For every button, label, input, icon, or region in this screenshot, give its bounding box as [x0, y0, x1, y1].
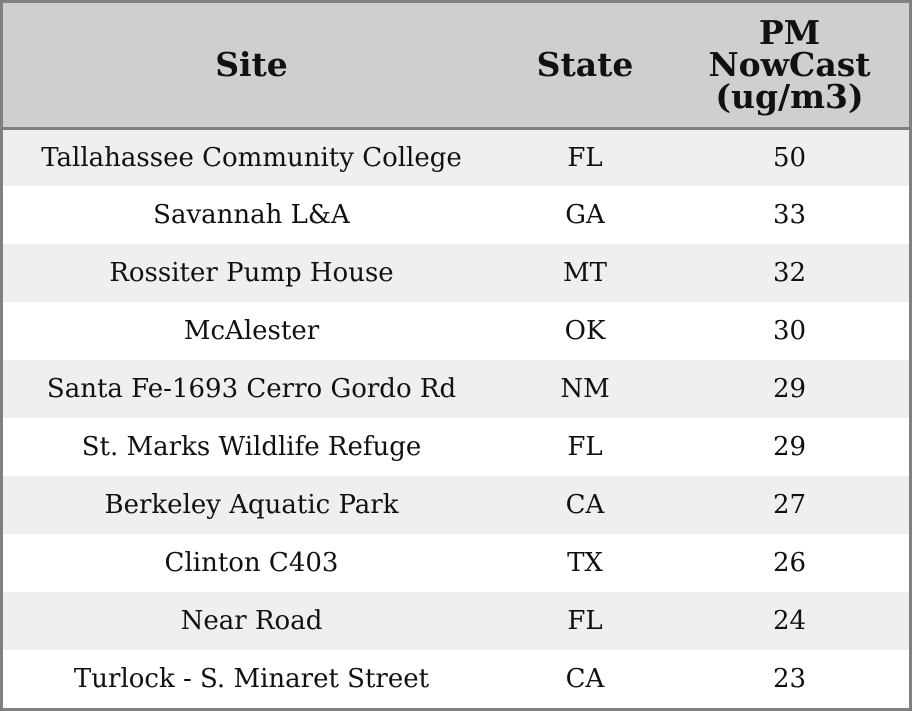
table-row: Near Road FL 24 — [3, 592, 909, 650]
site-cell: Santa Fe-1693 Cerro Gordo Rd — [46, 374, 457, 404]
state-cell: CA — [565, 664, 605, 694]
state-cell: FL — [567, 142, 603, 173]
site-cell: Turlock - S. Minaret Street — [73, 664, 430, 694]
table-row: Turlock - S. Minaret Street CA 23 — [3, 650, 909, 708]
site-cell: Savannah L&A — [153, 200, 350, 230]
pm-value-cell: 23 — [772, 664, 807, 694]
pm-value-cell: 32 — [772, 258, 807, 288]
state-cell: NM — [560, 374, 610, 404]
header-state: State — [500, 3, 670, 130]
table-body: Tallahassee Community College FL 50 Savanna… — [3, 128, 909, 708]
header-pm-line-2: NowCast — [708, 44, 871, 84]
site-cell: Clinton C403 — [164, 548, 339, 578]
pm-value-cell: 29 — [772, 374, 807, 404]
header-pm-nowcast: PM NowCast (ug/m3) — [670, 3, 909, 130]
pm-value-cell: 26 — [772, 548, 807, 578]
state-cell: FL — [567, 606, 603, 636]
state-cell: CA — [565, 490, 605, 520]
pm-value-cell: 29 — [772, 432, 807, 462]
table-row: McAlester OK 30 — [3, 302, 909, 360]
pm-value-cell: 33 — [772, 200, 807, 230]
pm-nowcast-table: Site State PM NowCast (ug/m3) Tallahasse… — [3, 3, 909, 708]
header-pm-line-3: (ug/m3) — [715, 76, 864, 116]
site-cell: St. Marks Wildlife Refuge — [81, 432, 422, 462]
table-row: Tallahassee Community College FL 50 — [3, 128, 909, 186]
site-cell: Rossiter Pump House — [109, 258, 394, 288]
header-pm-line-1: PM — [758, 12, 821, 52]
site-cell: Near Road — [180, 606, 323, 636]
table-row: Savannah L&A GA 33 — [3, 186, 909, 244]
pm-value-cell: 24 — [772, 606, 807, 636]
state-cell: MT — [563, 258, 607, 288]
pm-value-cell: 27 — [772, 490, 807, 520]
site-cell: McAlester — [183, 316, 320, 346]
site-cell: Berkeley Aquatic Park — [104, 490, 399, 520]
header-row: Site State PM NowCast (ug/m3) — [3, 3, 909, 130]
pm-value-cell: 30 — [772, 316, 807, 346]
table-row: Berkeley Aquatic Park CA 27 — [3, 476, 909, 534]
table-row: Santa Fe-1693 Cerro Gordo Rd NM 29 — [3, 360, 909, 418]
site-cell: Tallahassee Community College — [41, 142, 462, 173]
table-row: St. Marks Wildlife Refuge FL 29 — [3, 418, 909, 476]
state-cell: GA — [565, 200, 605, 230]
table-row: Clinton C403 TX 26 — [3, 534, 909, 592]
state-cell: OK — [564, 316, 606, 346]
table-row: Rossiter Pump House MT 32 — [3, 244, 909, 302]
state-cell: FL — [567, 432, 603, 462]
state-cell: TX — [567, 548, 603, 578]
pm-value-cell: 50 — [772, 142, 807, 173]
header-site: Site — [3, 3, 500, 130]
